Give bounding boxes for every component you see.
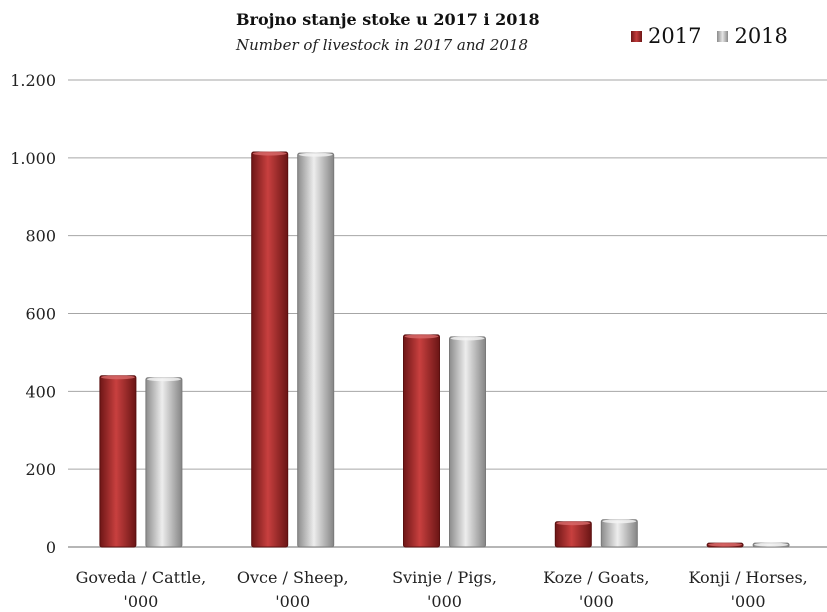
legend-label-2017: 2017 [648, 24, 702, 48]
legend-item-2017: 2017 [631, 24, 701, 48]
x-tick-label: '000 [731, 592, 766, 611]
bar-2018-1 [297, 152, 335, 548]
bar-2017-3 [554, 521, 592, 548]
bar-cap-2018-1 [298, 152, 333, 157]
x-tick-label: Goveda / Cattle, [76, 568, 207, 587]
y-tick-label: 200 [25, 460, 56, 479]
x-tick-label: '000 [427, 592, 462, 611]
bar-2017-0 [99, 375, 137, 548]
chart-subtitle: Number of livestock in 2017 and 2018 [236, 36, 529, 54]
x-tick-label: '000 [579, 592, 614, 611]
bar-2018-3 [600, 519, 638, 548]
bar-cap-2017-0 [100, 375, 135, 380]
y-tick-label: 0 [46, 538, 56, 557]
legend-item-2018: 2018 [717, 24, 788, 48]
bar-2017-2 [403, 334, 440, 548]
bar-cap-2017-1 [252, 151, 287, 156]
bar-2018-0 [145, 377, 183, 548]
y-tick-label: 800 [25, 227, 56, 246]
legend-swatch-2017 [631, 30, 642, 42]
x-tick-label: Koze / Goats, [543, 568, 649, 587]
bar-cap-2018-3 [602, 519, 637, 524]
bar-2018-2 [449, 336, 486, 548]
legend-label-2018: 2018 [734, 24, 788, 48]
x-tick-label: '000 [123, 592, 158, 611]
bar-cap-2018-2 [450, 336, 485, 341]
y-tick-label: 1.000 [10, 149, 56, 168]
bar-cap-2017-4 [708, 542, 743, 547]
bar-2017-1 [251, 151, 289, 548]
bar-cap-2018-4 [754, 542, 789, 547]
bar-cap-2018-0 [146, 377, 181, 382]
x-tick-label: Ovce / Sheep, [237, 568, 349, 587]
y-tick-label: 1.200 [10, 71, 56, 90]
y-tick-label: 600 [25, 305, 56, 324]
y-tick-label: 400 [25, 382, 56, 401]
x-tick-label: Svinje / Pigs, [392, 568, 497, 587]
legend-swatch-2018 [717, 30, 729, 42]
bar-cap-2017-2 [404, 334, 439, 339]
x-tick-label: '000 [275, 592, 310, 611]
chart-title: Brojno stanje stoke u 2017 i 2018 [236, 10, 540, 29]
x-tick-label: Konji / Horses, [688, 568, 807, 587]
legend: 2017 2018 [631, 24, 788, 48]
bar-cap-2017-3 [556, 521, 591, 526]
